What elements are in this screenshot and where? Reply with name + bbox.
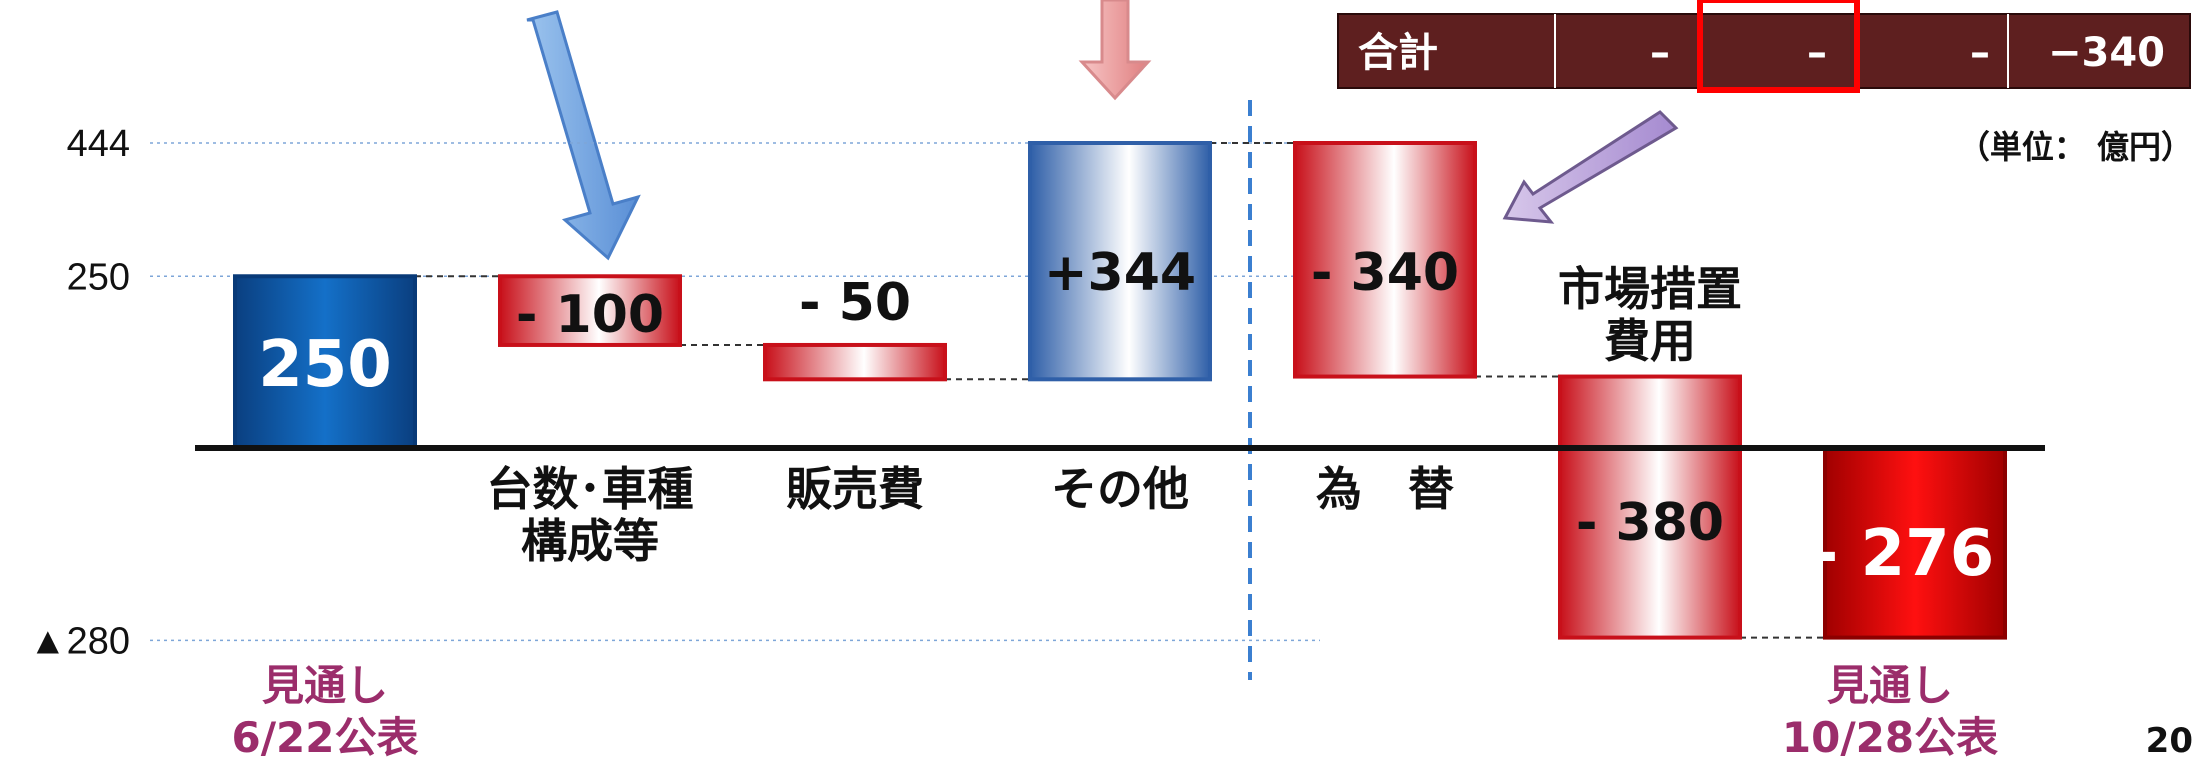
- highlight-frame: [1697, 0, 1860, 93]
- decrease-bar: [1558, 374, 1742, 640]
- start-caption: 6/22公表: [231, 713, 418, 760]
- end-caption: 10/28公表: [1782, 713, 1998, 760]
- start-caption: 見通し: [262, 661, 388, 710]
- y-tick-label: 444: [67, 123, 130, 165]
- summary-table-row: [1337, 13, 2191, 89]
- end-bar: [1823, 446, 2007, 640]
- start-bar: [233, 274, 417, 451]
- category-label: 構成等: [521, 514, 659, 568]
- decrease-bar: [498, 274, 682, 347]
- category-label: 販売費: [786, 462, 924, 516]
- pink-arrow-icon: [1078, 0, 1152, 101]
- category-label: 市場措置: [1558, 262, 1742, 316]
- category-label: その他: [1051, 462, 1189, 516]
- category-label: 台数･車種: [487, 462, 694, 516]
- summary-row-label: 合計: [1358, 30, 1438, 76]
- data-label: - 50: [799, 273, 911, 333]
- summary-table: 合計 – – – −340: [1337, 0, 2191, 93]
- increase-bar: [1028, 141, 1212, 382]
- y-tick-label: 250: [67, 256, 130, 298]
- summary-cell: –: [1807, 30, 1827, 76]
- decrease-bar: [763, 342, 947, 382]
- end-caption: 見通し: [1827, 661, 1953, 710]
- category-label: 費用: [1604, 314, 1696, 368]
- summary-cell: –: [1650, 30, 1670, 76]
- data-label: - 100: [516, 285, 664, 345]
- blue-arrow-icon: [526, 10, 641, 261]
- decrease-bar: [1293, 141, 1477, 379]
- summary-cell: −340: [2048, 30, 2165, 76]
- category-label: 為 替: [1316, 462, 1454, 516]
- purple-arrow-icon: [1502, 110, 1679, 224]
- summary-cell: –: [1970, 30, 1990, 76]
- page-number: 20: [2146, 721, 2193, 760]
- unit-note: （単位： 億円）: [1958, 128, 2193, 166]
- y-tick-label: ▲280: [29, 620, 130, 662]
- data-label: +344: [1044, 243, 1196, 303]
- data-label: 250: [258, 328, 392, 402]
- data-label: - 276: [1812, 517, 1994, 591]
- data-label: - 380: [1576, 493, 1724, 553]
- data-label: - 340: [1311, 243, 1459, 303]
